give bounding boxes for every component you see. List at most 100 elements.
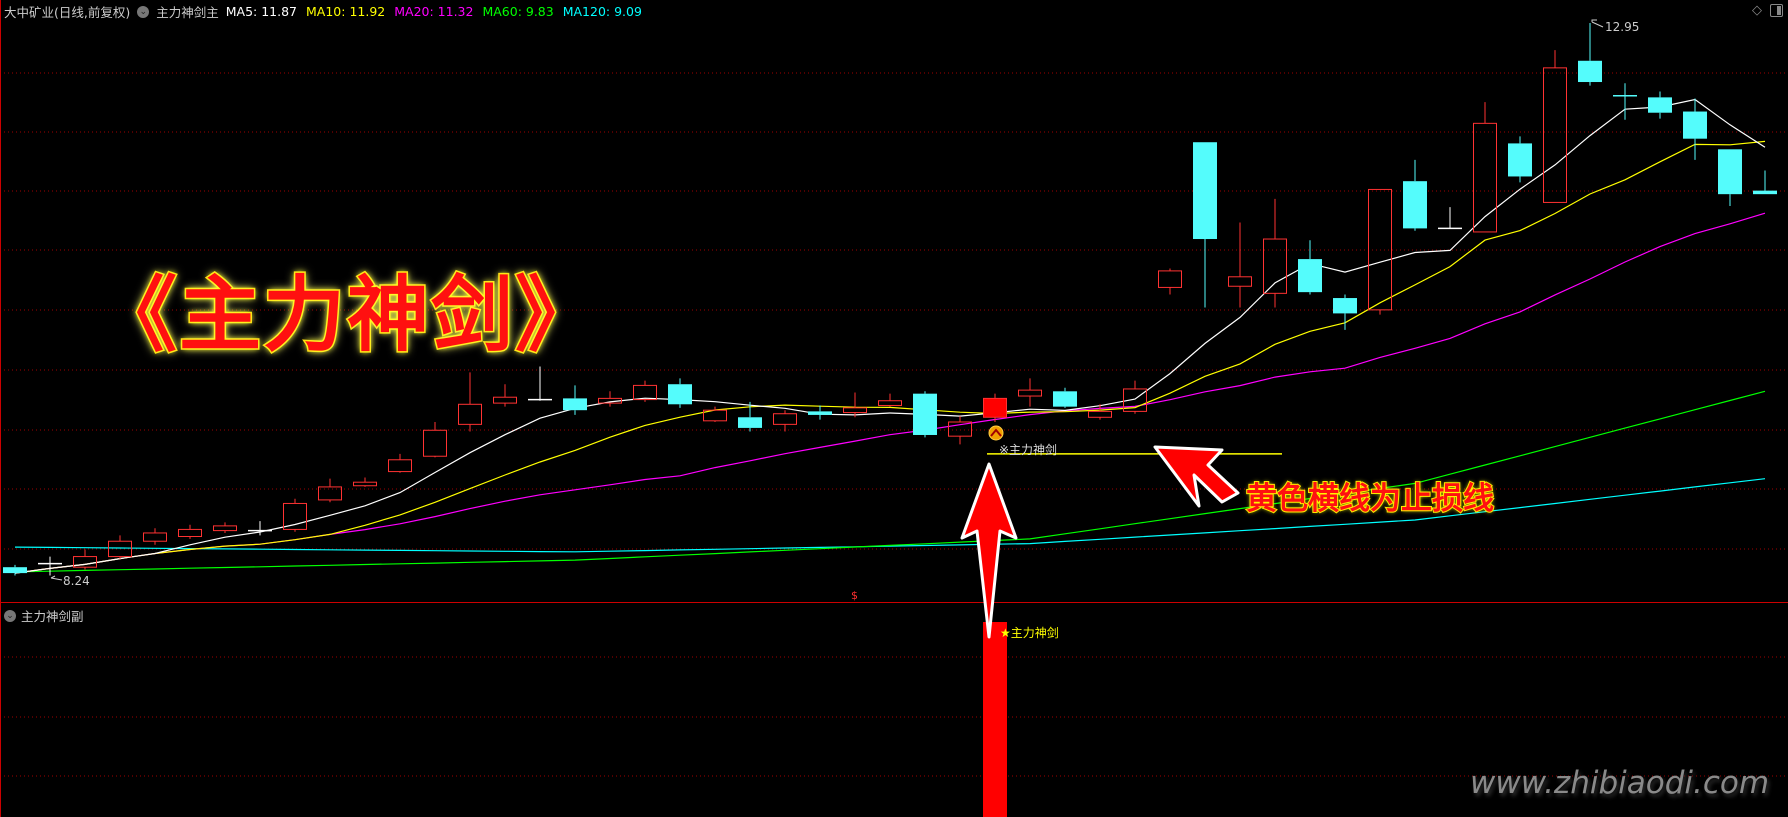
candle xyxy=(1578,23,1602,86)
candle-body xyxy=(1158,270,1182,288)
svg-text:8.24: 8.24 xyxy=(63,574,90,588)
stock-title: 大中矿业(日线,前复权) xyxy=(4,5,131,20)
candle xyxy=(1438,207,1462,230)
candle xyxy=(1053,387,1077,408)
candle-body xyxy=(3,567,27,574)
candle-body xyxy=(1298,259,1322,293)
candle-body xyxy=(1263,238,1287,294)
candle xyxy=(738,401,762,432)
watermark: www.zhibiaodi.com xyxy=(1470,765,1770,801)
main-signal-label: ※主力神剑 xyxy=(999,443,1058,457)
candle-body xyxy=(843,407,867,414)
candle-body xyxy=(1123,388,1147,412)
candle xyxy=(1508,136,1532,183)
candle xyxy=(108,535,132,559)
candle-body xyxy=(73,556,97,568)
ma-label: MA60: 9.83 xyxy=(482,4,554,19)
indicator-name[interactable]: 主力神剑主 xyxy=(156,5,219,20)
candle-body xyxy=(493,396,517,404)
candle-body xyxy=(983,397,1007,418)
candle-body xyxy=(1403,181,1427,229)
candle xyxy=(1648,91,1672,119)
candle xyxy=(808,405,832,420)
candle xyxy=(38,556,62,576)
candle xyxy=(388,453,412,473)
candle xyxy=(1753,170,1777,195)
candle xyxy=(143,528,167,545)
candle-body xyxy=(1018,389,1042,397)
ma120-line xyxy=(14,478,1766,553)
candle xyxy=(3,564,27,576)
candle xyxy=(1403,159,1427,231)
ma-label: MA120: 9.09 xyxy=(562,4,642,19)
candle xyxy=(1333,294,1357,330)
candle xyxy=(1228,222,1252,308)
candle xyxy=(353,477,377,487)
signal-bar xyxy=(983,622,1007,817)
candle xyxy=(1473,102,1497,233)
candle xyxy=(773,410,797,432)
chevron-down-icon[interactable]: ⌄ xyxy=(137,5,150,18)
ma60-line xyxy=(14,390,1766,573)
candle-body xyxy=(563,398,587,411)
dollar-marker: $ xyxy=(851,589,858,602)
signal-icon xyxy=(988,425,1004,441)
chevron-down-icon[interactable]: ⌄ xyxy=(4,609,16,622)
ma10-line xyxy=(14,140,1766,574)
candle xyxy=(283,498,307,532)
candle xyxy=(458,372,482,432)
candle-body xyxy=(108,540,132,558)
sub-panel-header: ⌄ 主力神剑副 xyxy=(4,606,84,625)
candle-body xyxy=(1088,410,1112,418)
candle xyxy=(878,393,902,407)
candle xyxy=(843,392,867,418)
main-panel-header: 大中矿业(日线,前复权) ⌄ 主力神剑主 MA5: 11.87 MA10: 11.… xyxy=(4,2,642,21)
sub-indicator-name[interactable]: 主力神剑副 xyxy=(21,609,84,624)
ma-label: MA10: 11.92 xyxy=(306,4,386,19)
candle xyxy=(1158,268,1182,295)
ma-label: MA5: 11.87 xyxy=(225,4,298,19)
candle-body xyxy=(353,481,377,487)
promo-title: 《主力神剑》 xyxy=(93,267,600,365)
candle xyxy=(1088,404,1112,420)
candle xyxy=(1613,83,1637,120)
candle xyxy=(1263,198,1287,308)
candle xyxy=(318,478,342,503)
candle-body xyxy=(773,413,797,425)
diamond-icon[interactable]: ◇ xyxy=(1752,3,1762,18)
candle xyxy=(1683,98,1707,160)
candle-body xyxy=(703,409,727,422)
candle xyxy=(633,380,657,402)
candle-body xyxy=(1753,190,1777,195)
candle-body xyxy=(143,532,167,542)
candle-body xyxy=(1333,298,1357,314)
candle-body xyxy=(1053,391,1077,407)
candle xyxy=(73,549,97,570)
candles xyxy=(3,23,1777,576)
candle-body xyxy=(1648,97,1672,113)
candle-body xyxy=(1683,111,1707,139)
candle-body xyxy=(633,384,657,401)
up-arrow-annotation xyxy=(960,462,1018,639)
candle-body xyxy=(1508,143,1532,177)
panel-toggle-icon[interactable] xyxy=(1770,4,1783,17)
candle-body xyxy=(1613,95,1637,97)
sub-signal-label: ★主力神剑 xyxy=(1000,626,1059,640)
low-marker: 8.24 xyxy=(50,574,90,588)
candle xyxy=(948,416,972,445)
candle xyxy=(248,521,272,536)
candle xyxy=(1718,149,1742,206)
candle-body xyxy=(318,486,342,501)
candle-body xyxy=(1193,142,1217,240)
candle xyxy=(703,406,727,422)
candle-body xyxy=(178,528,202,538)
candle xyxy=(1298,240,1322,295)
candle-body xyxy=(668,384,692,405)
candle-body xyxy=(1473,122,1497,233)
candle xyxy=(1018,378,1042,407)
svg-text:12.95: 12.95 xyxy=(1605,20,1639,34)
candle-body xyxy=(213,525,237,532)
candle xyxy=(493,384,517,407)
candle-body xyxy=(738,417,762,428)
